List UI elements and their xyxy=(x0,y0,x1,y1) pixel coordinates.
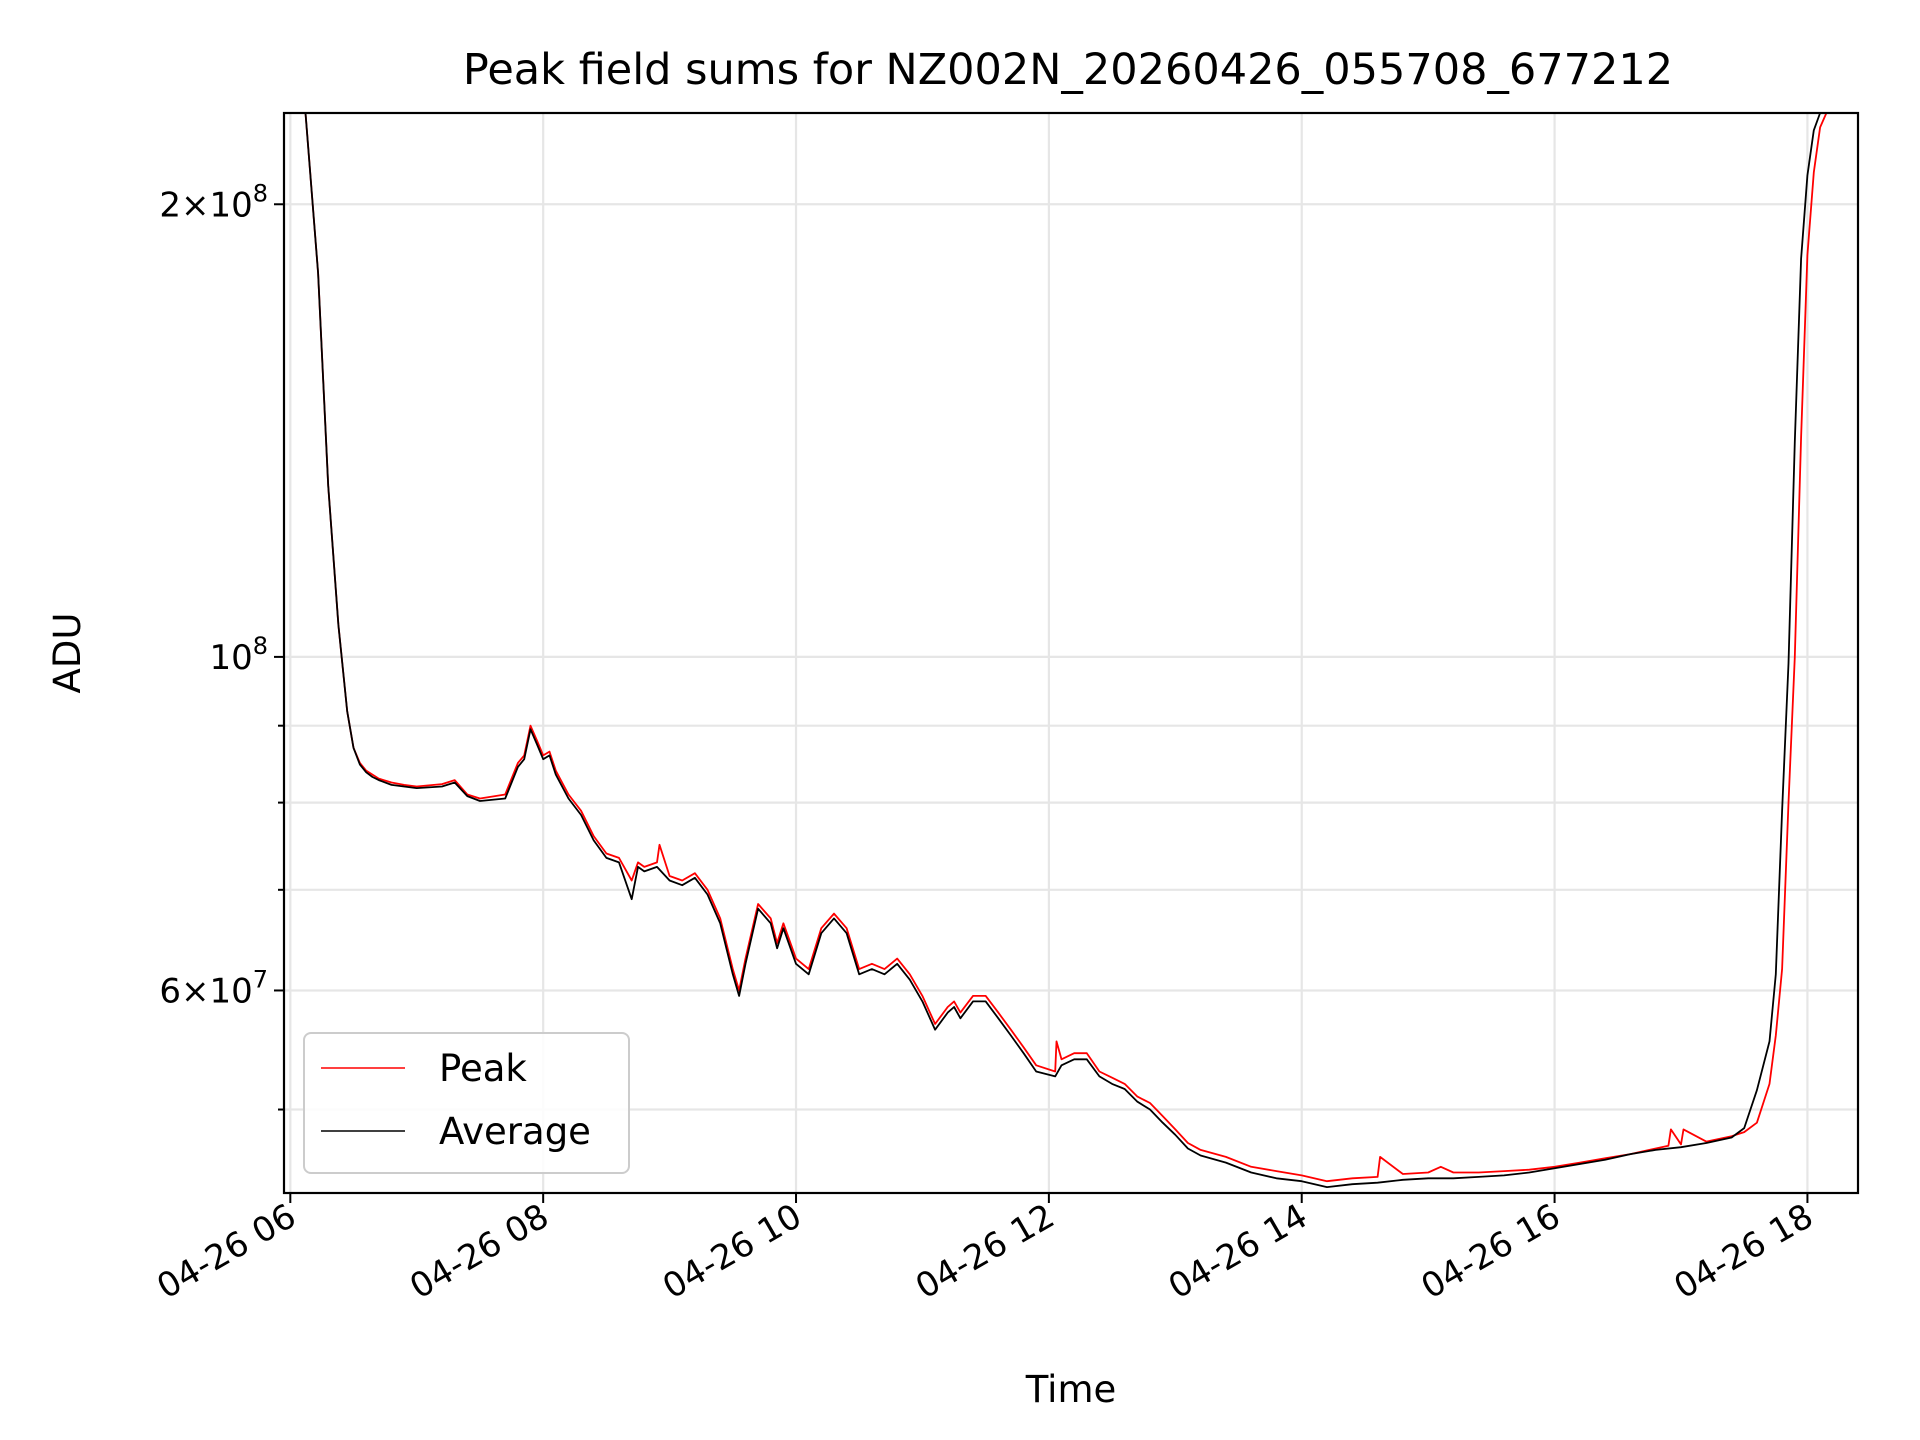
y-axis-label: ADU xyxy=(46,613,89,694)
legend: Peak Average xyxy=(303,1032,630,1174)
y-tick-label: 6×107 xyxy=(159,965,268,1011)
x-axis-label: Time xyxy=(1025,1368,1117,1411)
grid xyxy=(284,113,1858,1193)
y-tick-label: 2×108 xyxy=(159,179,268,225)
y-tick-label: 108 xyxy=(209,632,268,678)
legend-peak-label: Peak xyxy=(439,1047,527,1090)
legend-average-label: Average xyxy=(439,1110,591,1153)
series-line-average xyxy=(290,112,1833,1188)
chart-title: Peak field sums for NZ002N_20260426_0557… xyxy=(463,45,1673,95)
series-lines xyxy=(290,112,1858,1188)
plot-frame xyxy=(282,111,1860,1195)
y-axis: 2×108 108 6×107 xyxy=(159,179,284,1111)
